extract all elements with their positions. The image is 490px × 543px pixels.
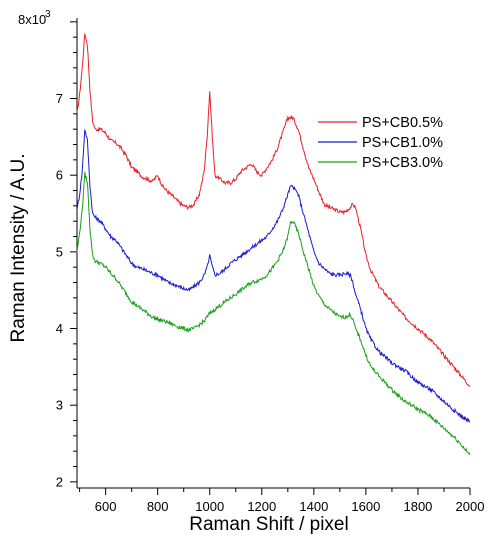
x-tick-label: 1000: [195, 499, 224, 514]
x-tick-label: 1400: [299, 499, 328, 514]
axes-layer: 600 800 1000 1200 1400 1600 1800 2000 2 3 4 5 6 7: [56, 18, 485, 514]
x-tick-label: 1200: [247, 499, 276, 514]
x-tick-label: 2000: [456, 499, 485, 514]
legend-label: PS+CB1.0%: [362, 135, 443, 151]
legend-label: PS+CB3.0%: [362, 155, 443, 171]
x-tick-label: 800: [147, 499, 169, 514]
series-line-3: [76, 171, 471, 456]
y-axis-title: Raman Intensity / A.U.: [8, 153, 29, 342]
x-tick-label: 600: [95, 499, 117, 514]
y-multiplier-label: 8x10 3: [18, 9, 51, 27]
y-tick-label: 5: [56, 244, 63, 259]
y-tick-label: 7: [56, 91, 63, 106]
y-tick-label: 3: [56, 398, 63, 413]
y-multiplier-exponent: 3: [45, 9, 51, 20]
y-tick-label: 2: [56, 474, 63, 489]
x-axis-title: Raman Shift / pixel: [189, 514, 348, 535]
series-layer: [76, 33, 471, 456]
series-line-2: [76, 128, 471, 423]
legend: PS+CB0.5% PS+CB1.0% PS+CB3.0%: [318, 115, 443, 171]
y-multiplier-base: 8x10: [18, 12, 46, 27]
y-tick-label: 6: [56, 168, 63, 183]
x-tick-label: 1600: [351, 499, 380, 514]
x-tick-label: 1800: [403, 499, 432, 514]
series-line-1: [76, 33, 471, 387]
legend-label: PS+CB0.5%: [362, 115, 443, 131]
y-tick-label: 4: [56, 321, 63, 336]
